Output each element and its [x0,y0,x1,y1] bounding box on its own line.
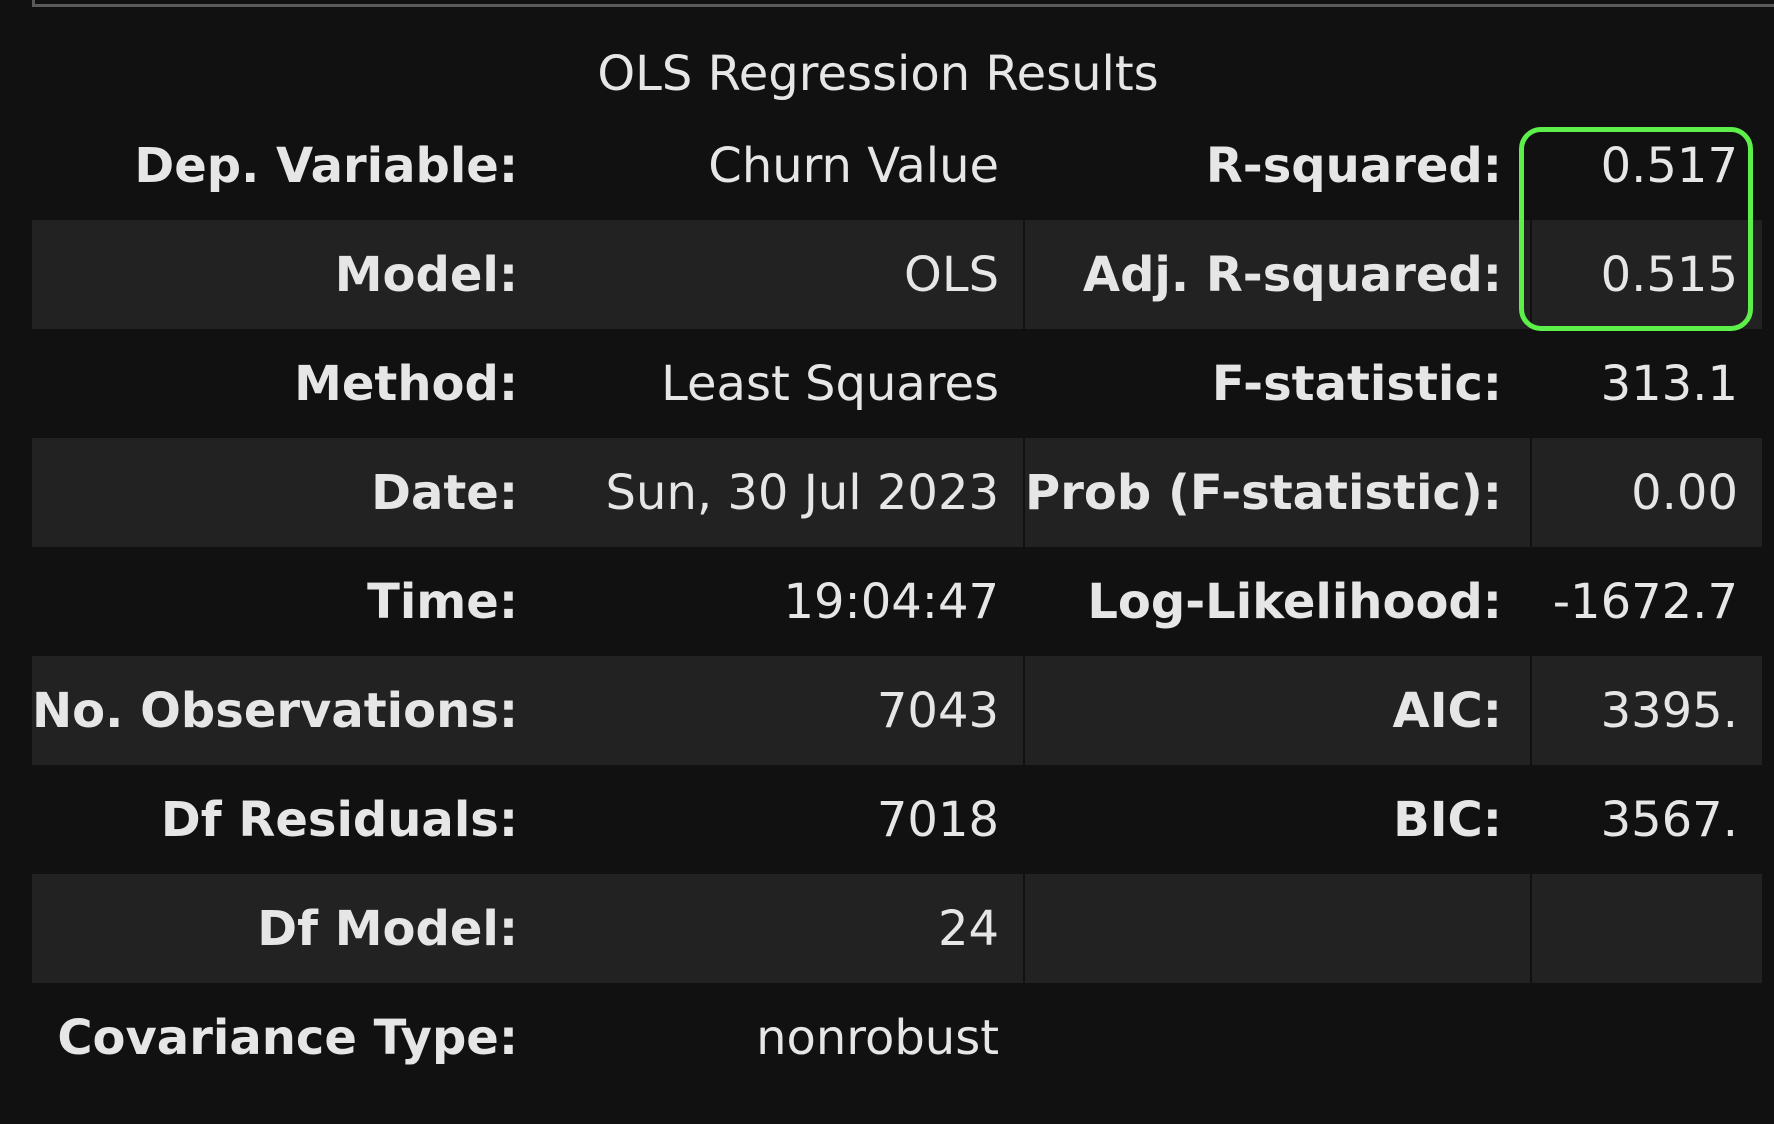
row-label-left: Df Residuals: [160,791,519,848]
table-row: Df Model: 24 [32,874,1762,983]
row-value-left: 7043 [546,656,1025,765]
table-row: Date: Sun, 30 Jul 2023 Prob (F-statistic… [32,438,1762,547]
table-row: No. Observations: 7043 AIC: 3395. [32,656,1762,765]
table-row: Df Residuals: 7018 BIC: 3567. [32,765,1762,874]
row-value-right [1529,983,1762,1092]
row-value-left: OLS [546,220,1025,329]
row-value-right: 313.1 [1529,329,1762,438]
row-value-left: nonrobust [756,1009,1000,1066]
row-label-left: Date: [32,438,547,547]
row-label-right: AIC: [1023,656,1531,765]
row-label-left: Dep. Variable: [134,137,519,194]
row-value-left: 24 [546,874,1025,983]
row-value-left: Sun, 30 Jul 2023 [546,438,1025,547]
row-value-left: 7018 [876,791,1000,848]
row-label-right: F-statistic: [1023,329,1531,438]
row-label-right: Log-Likelihood: [1023,547,1531,656]
row-label-left: Method: [294,355,519,412]
row-value-right: 3567. [1529,765,1762,874]
row-value-right: 0.00 [1529,438,1762,547]
row-label-left: Df Model: [32,874,547,983]
row-label-right [1023,874,1531,983]
output-cell-top-border [32,0,1774,7]
row-value-right [1529,874,1762,983]
row-label-left: Model: [32,220,547,329]
row-value-left: 19:04:47 [783,573,1000,630]
table-row: Model: OLS Adj. R-squared: 0.515 [32,220,1762,329]
row-label-right [1023,983,1531,1092]
row-label-left: Covariance Type: [57,1009,519,1066]
adj-r-squared-value: 0.515 [1529,220,1762,329]
row-label-right: R-squared: [1023,111,1531,220]
table-row: Covariance Type: nonrobust [32,983,1762,1092]
row-label-right: Adj. R-squared: [1023,220,1531,329]
table-row: Method: Least Squares F-statistic: 313.1 [32,329,1762,438]
r-squared-highlight-box [1519,127,1753,331]
row-value-left: Least Squares [661,355,1000,412]
row-value-left: Churn Value [708,137,1000,194]
table-row: Time: 19:04:47 Log-Likelihood: -1672.7 [32,547,1762,656]
row-value-right: -1672.7 [1529,547,1762,656]
table-row: Dep. Variable: Churn Value R-squared: 0.… [32,111,1762,220]
ols-summary-table: Dep. Variable: Churn Value R-squared: 0.… [32,111,1762,1092]
row-label-right: Prob (F-statistic): [1023,438,1531,547]
table-caption: OLS Regression Results [597,46,1159,102]
row-label-right: BIC: [1023,765,1531,874]
row-label-left: No. Observations: [32,656,547,765]
row-label-left: Time: [367,573,519,630]
row-value-right: 3395. [1529,656,1762,765]
